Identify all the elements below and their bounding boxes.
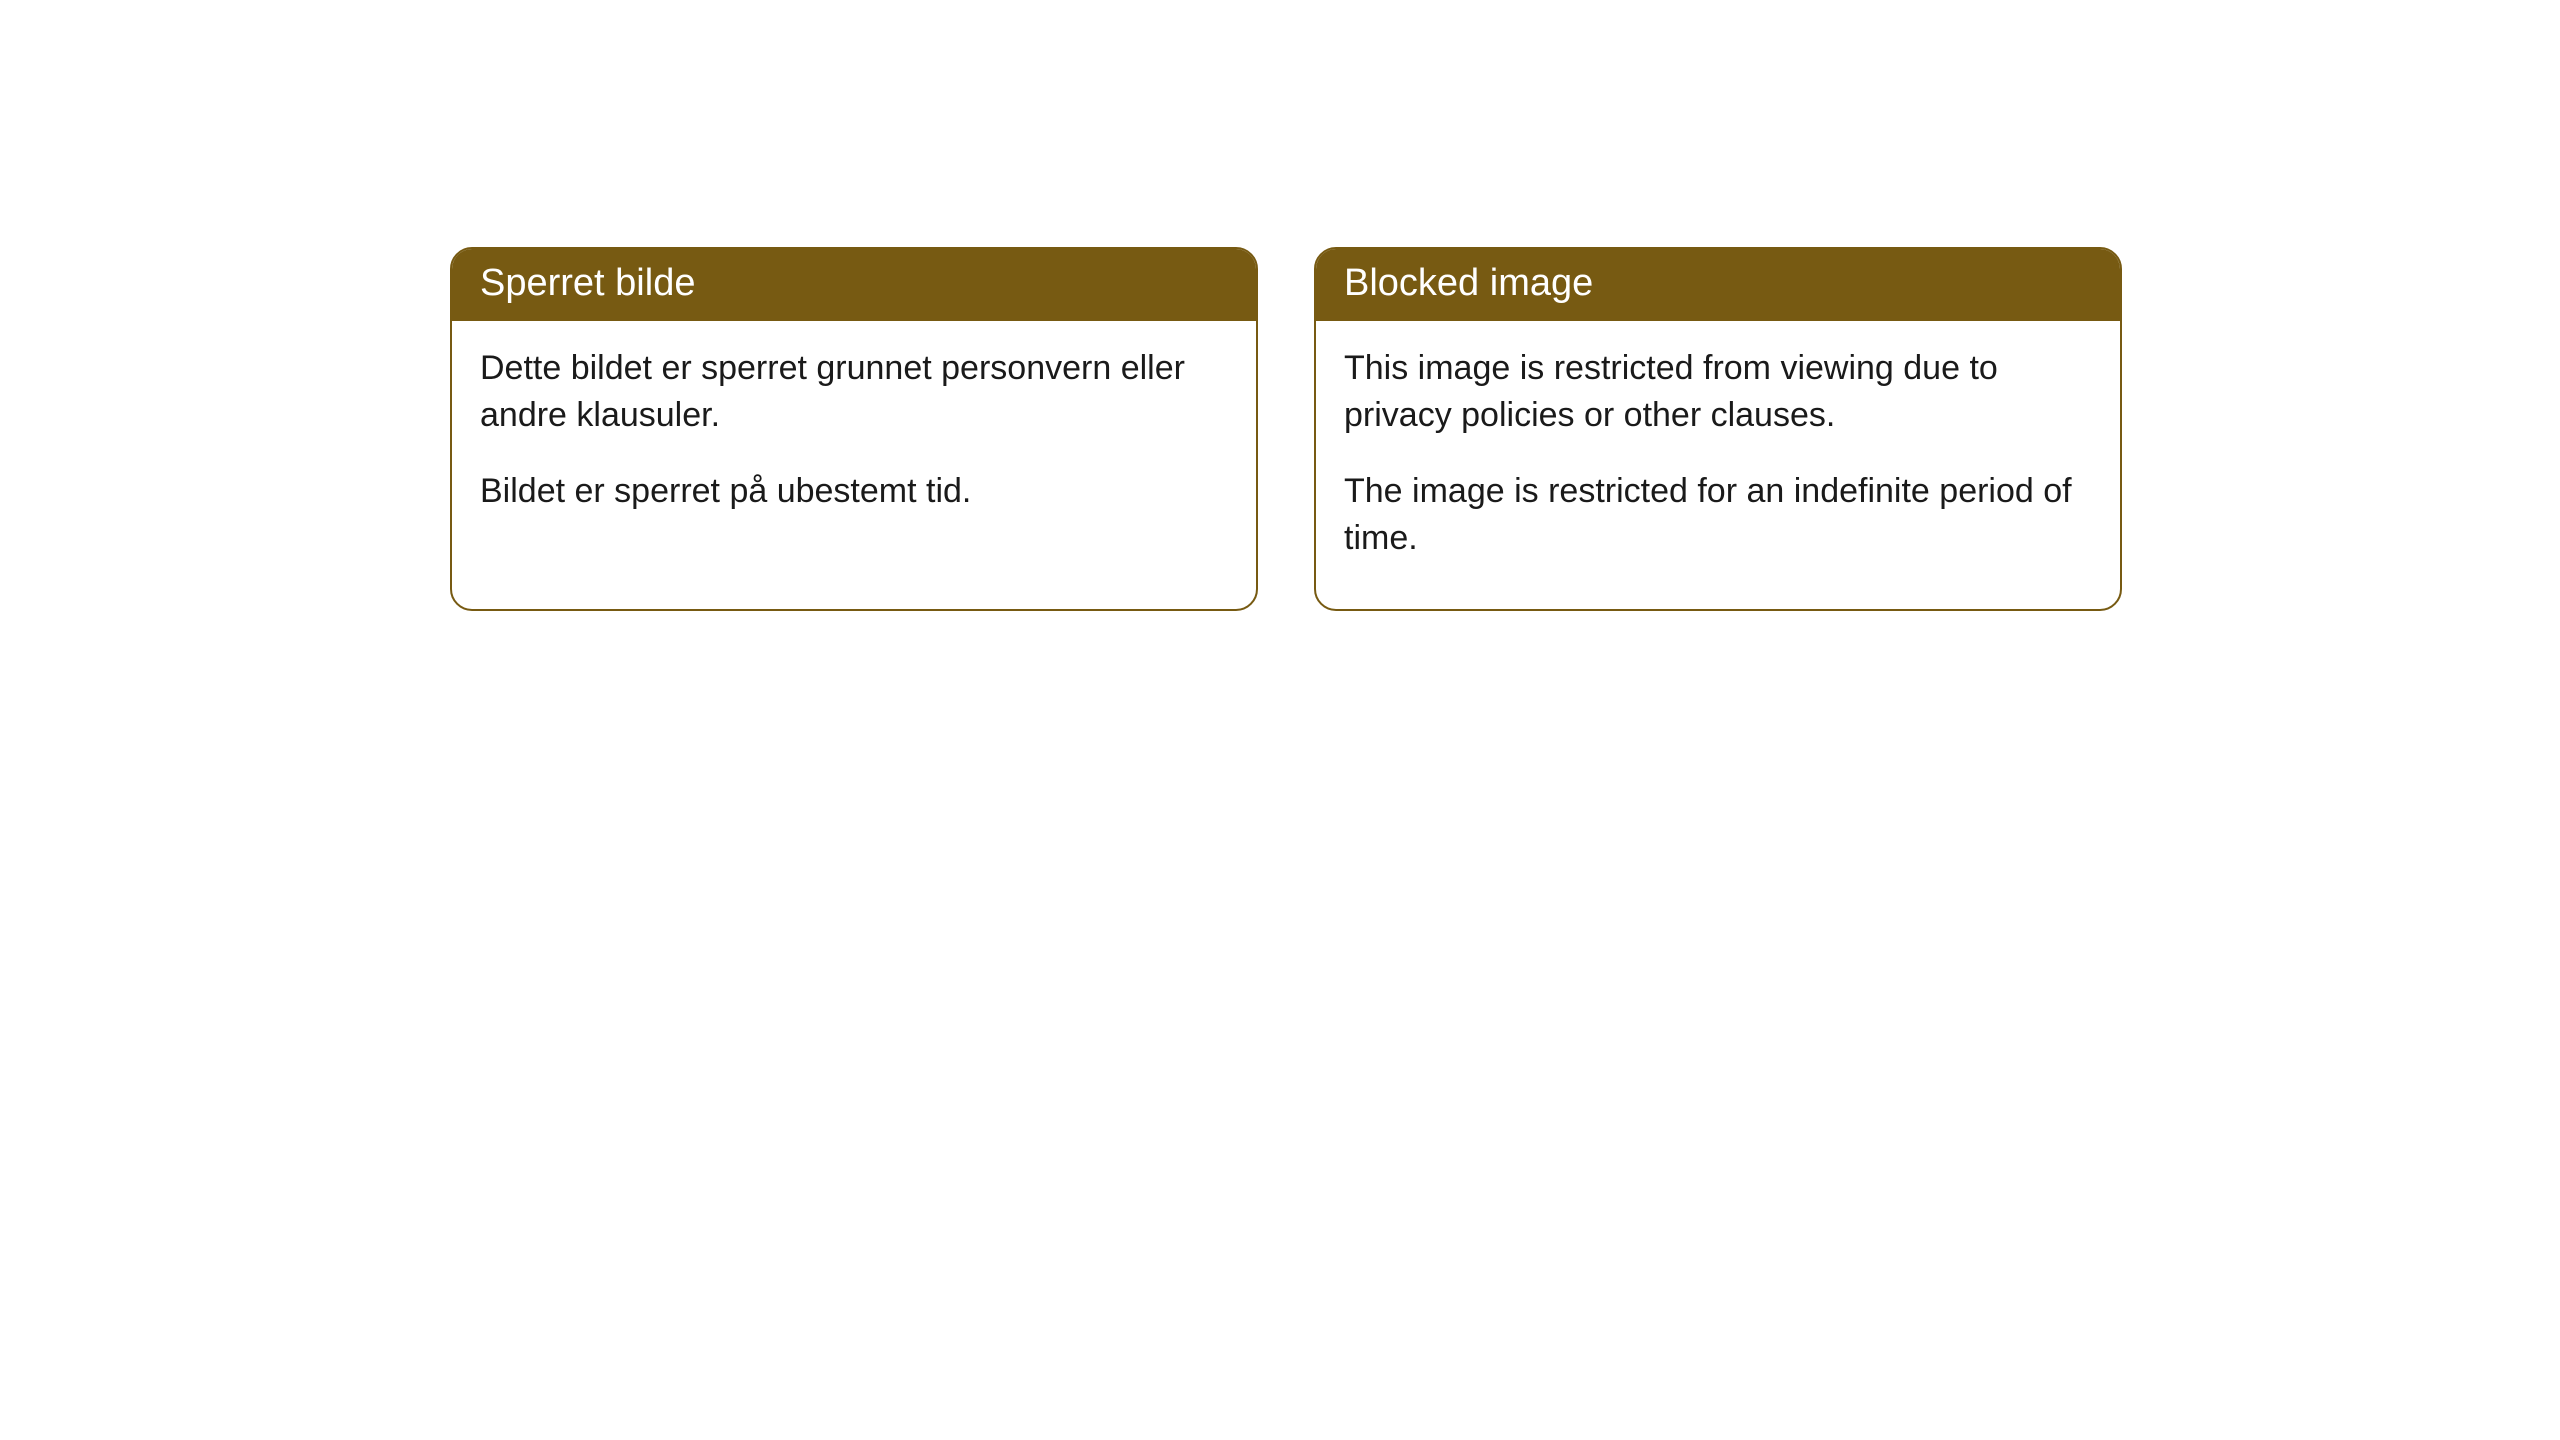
card-header: Sperret bilde bbox=[452, 249, 1256, 321]
card-body: Dette bildet er sperret grunnet personve… bbox=[452, 321, 1256, 562]
card-header: Blocked image bbox=[1316, 249, 2120, 321]
blocked-image-card-en: Blocked image This image is restricted f… bbox=[1314, 247, 2122, 611]
card-paragraph: This image is restricted from viewing du… bbox=[1344, 345, 2092, 440]
card-body: This image is restricted from viewing du… bbox=[1316, 321, 2120, 609]
card-paragraph: The image is restricted for an indefinit… bbox=[1344, 468, 2092, 563]
card-paragraph: Bildet er sperret på ubestemt tid. bbox=[480, 468, 1228, 516]
card-paragraph: Dette bildet er sperret grunnet personve… bbox=[480, 345, 1228, 440]
blocked-image-card-no: Sperret bilde Dette bildet er sperret gr… bbox=[450, 247, 1258, 611]
notice-cards-container: Sperret bilde Dette bildet er sperret gr… bbox=[450, 247, 2122, 611]
